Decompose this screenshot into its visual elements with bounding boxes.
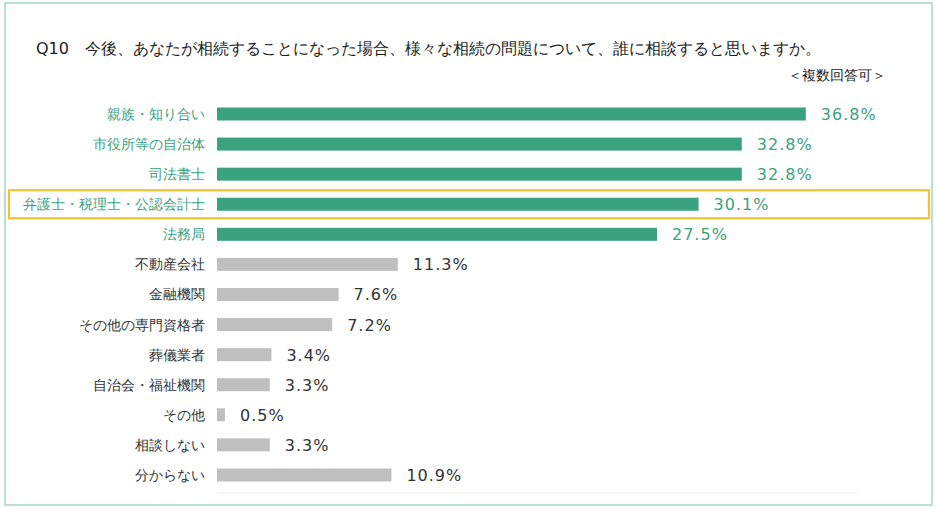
category-label: その他の専門資格者 — [79, 317, 205, 333]
value-label: 10.9% — [406, 466, 462, 485]
bar — [217, 438, 270, 451]
category-label: 親族・知り合い — [107, 106, 205, 122]
bar — [217, 288, 339, 301]
value-label: 7.6% — [354, 285, 399, 304]
bar — [217, 198, 699, 211]
x-axis-range — [217, 492, 857, 493]
value-label: 7.2% — [347, 316, 392, 335]
bar — [217, 228, 657, 241]
value-label: 3.3% — [285, 436, 330, 455]
value-label: 32.8% — [757, 165, 813, 184]
value-label: 3.3% — [285, 376, 330, 395]
value-label: 27.5% — [672, 225, 728, 244]
value-label: 36.8% — [821, 105, 877, 124]
category-label: 法務局 — [163, 226, 205, 242]
value-label: 30.1% — [714, 195, 770, 214]
highlight-box — [9, 190, 929, 218]
frame — [5, 3, 932, 505]
category-label: 自治会・福祉機関 — [93, 377, 205, 393]
bars — [217, 108, 806, 482]
bar — [217, 348, 271, 361]
subtitle: ＜複数回答可＞ — [788, 67, 886, 83]
bar — [217, 408, 225, 421]
category-label: 不動産会社 — [135, 256, 205, 272]
category-label: 葬儀業者 — [149, 347, 205, 363]
bar — [217, 468, 391, 481]
category-label: 分からない — [135, 467, 205, 483]
chart-container: Q10 今後、あなたが相続することになった場合、様々な相続の問題について、誰に相… — [0, 0, 937, 509]
category-label: その他 — [163, 407, 205, 423]
value-label: 11.3% — [413, 255, 469, 274]
value-label: 3.4% — [286, 346, 331, 365]
bar — [217, 108, 806, 121]
category-label: 相談しない — [135, 437, 205, 453]
title: Q10 今後、あなたが相続することになった場合、様々な相続の問題について、誰に相… — [36, 39, 821, 58]
bar — [217, 318, 332, 331]
bar — [217, 138, 742, 151]
category-label: 市役所等の自治体 — [93, 136, 205, 152]
category-label: 金融機関 — [149, 286, 205, 302]
bar — [217, 378, 270, 391]
value-label: 0.5% — [240, 406, 285, 425]
chart-svg: Q10 今後、あなたが相続することになった場合、様々な相続の問題について、誰に相… — [0, 0, 937, 509]
bar — [217, 168, 742, 181]
category-label: 司法書士 — [149, 166, 205, 182]
value-label: 32.8% — [757, 135, 813, 154]
bar — [217, 258, 398, 271]
category-label: 弁護士・税理士・公認会計士 — [23, 196, 205, 212]
